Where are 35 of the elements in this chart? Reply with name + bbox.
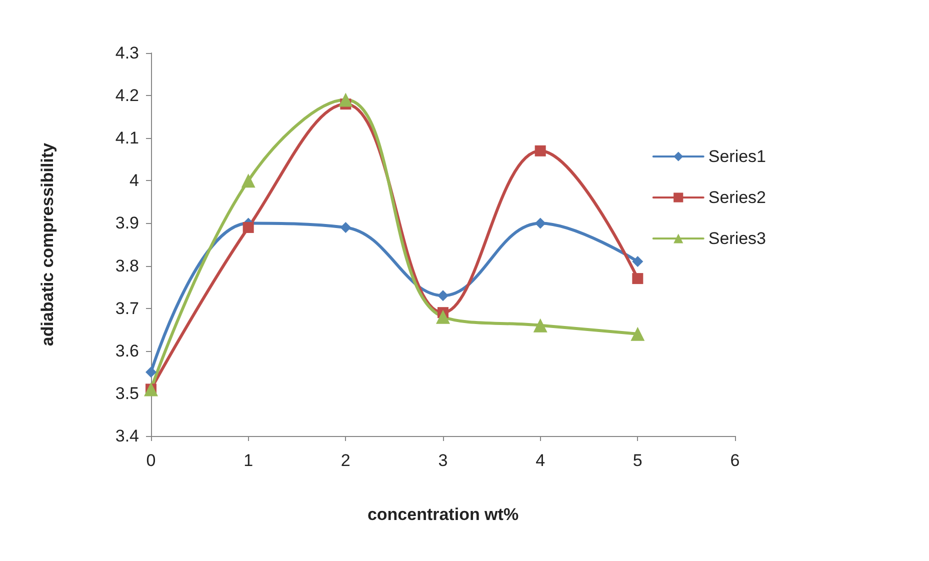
y-axis-title: adiabatic compressibility (38, 142, 57, 346)
y-tick-label: 3.6 (115, 341, 139, 360)
x-tick-label: 4 (536, 451, 546, 470)
x-tick-label: 2 (340, 451, 350, 470)
point (241, 174, 256, 188)
y-tick-label: 4.3 (115, 44, 139, 62)
legend-label: Series1 (708, 147, 766, 166)
y-tick-label: 3.9 (115, 214, 139, 233)
x-tick-label: 5 (632, 451, 642, 470)
x-tick-label: 6 (730, 451, 740, 470)
point (534, 218, 546, 229)
y-tick-label: 3.4 (115, 426, 139, 446)
y-tick-label: 4.2 (115, 86, 139, 106)
x-axis-title: concentration wt% (367, 505, 519, 524)
y-tick-label: 3.8 (115, 256, 139, 276)
point (533, 318, 548, 332)
point (438, 290, 448, 302)
point (630, 326, 645, 341)
point (340, 222, 352, 233)
point (632, 273, 644, 284)
x-tick-label: 3 (438, 451, 448, 470)
y-tick-label: 3.7 (115, 298, 139, 318)
y-tick-label: 3.5 (115, 384, 139, 403)
point (242, 222, 254, 233)
point (146, 366, 156, 378)
x-tick-label: 0 (146, 451, 156, 470)
x-tick-label: 1 (244, 451, 254, 470)
legend-label: Series3 (708, 229, 766, 248)
point (534, 145, 546, 156)
y-tick-label: 4 (130, 171, 139, 190)
y-tick-label: 4.1 (115, 128, 139, 148)
legend-label: Series2 (708, 188, 766, 207)
point (632, 256, 644, 268)
point (436, 310, 450, 324)
point (338, 92, 353, 107)
